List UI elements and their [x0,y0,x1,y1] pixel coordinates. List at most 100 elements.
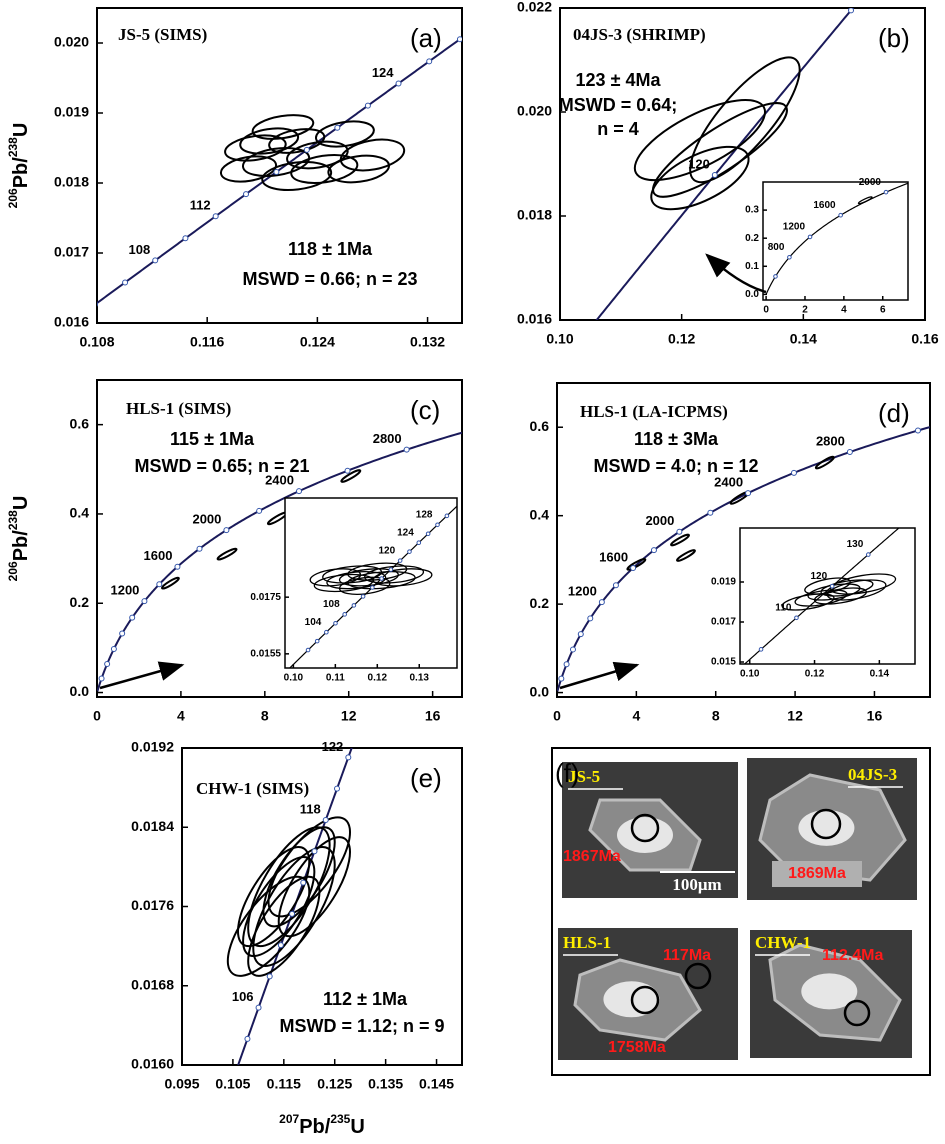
crystal-core [801,973,858,1010]
error-ellipse [261,160,333,191]
x-tick-label: 0 [93,708,101,724]
age-marker [351,603,357,608]
age-marker [289,910,296,917]
x-tick-label: 4 [177,708,185,724]
age-label: 1600 [144,548,173,563]
y-tick-label: 0.0155 [250,648,281,659]
age-label: 124 [397,527,414,538]
age-marker [403,446,410,453]
age-marker [630,564,637,571]
x-tick-label: 16 [425,708,441,724]
spot-age: 1758Ma [608,1039,666,1056]
age-label: 120 [378,545,395,556]
arrow [559,661,640,690]
axis-label-part: U [10,496,32,510]
axis-label: 206Pb/238U [6,123,32,209]
y-tick-label: 0.0175 [250,592,281,603]
x-tick-label: 8 [261,708,269,724]
age-marker [156,581,163,588]
error-ellipse [340,469,362,483]
age-marker [334,124,341,131]
age-marker [370,585,375,590]
x-tick-label: 0.12 [805,669,825,680]
y-tick-label: 0.017 [54,244,89,260]
x-tick-label: 0.10 [546,331,573,347]
spot-age: 117Ma [663,947,711,964]
spot [630,813,660,843]
x-tick-label: 0.125 [317,1076,352,1092]
x-tick-label: 0.145 [419,1076,454,1092]
error-ellipse [372,568,433,587]
age-label: 104 [305,617,322,628]
age-label: 106 [232,989,254,1004]
y-tick-label: 0.019 [54,104,89,120]
x-tick-label: 0.095 [164,1076,199,1092]
image-sample: JS-5 [568,767,600,786]
concordia-curve [743,528,900,664]
error-ellipse [804,577,851,595]
age-label: 2000 [859,177,882,188]
y-tick-label: 0.017 [711,617,736,628]
age-marker [914,427,921,434]
plot-area [765,182,908,295]
age-marker [364,102,371,109]
age-marker [273,168,280,175]
age-marker [122,279,129,286]
age-label: 108 [129,242,151,257]
error-ellipse [315,120,375,148]
x-tick-label: 0.14 [790,331,817,347]
error-ellipse [268,128,326,154]
axis-label-superscript: 206 [6,188,20,208]
error-ellipse [219,155,278,183]
image-sample: HLS-1 [563,933,611,952]
age-marker [773,274,778,279]
x-tick-label: 0.12 [368,673,388,684]
error-ellipse [226,875,311,977]
y-tick-label: 0.4 [70,505,90,521]
age-label: 1600 [599,549,628,564]
age-result: 123 ± 4Ma [576,70,662,90]
y-tick-label: 0.018 [517,207,552,223]
age-marker [745,490,752,497]
y-tick-label: 0.0160 [131,1056,174,1072]
error-ellipse [216,547,238,561]
age-result: 112 ± 1Ma [323,989,408,1009]
plot-area [226,748,353,1065]
age-marker [344,467,351,474]
age-marker [174,563,181,570]
axis-label: 207Pb/235U [279,1112,365,1138]
age-marker [152,257,159,264]
age-label: 124 [372,65,394,80]
y-tick-label: 0.1 [745,261,759,272]
age-marker [303,146,310,153]
age-marker [324,629,329,635]
age-marker [846,449,853,456]
plot-frame [181,747,463,1066]
age-label: 2400 [714,475,743,490]
plot-area [288,505,457,668]
age-marker [388,567,394,572]
plot-area [595,8,855,320]
spot [810,808,842,840]
x-tick-label: 0.16 [911,331,938,347]
age-marker [223,527,230,534]
age-marker [141,598,148,605]
x-tick-label: 0.14 [870,669,890,680]
age-marker [314,638,320,644]
age-label: 112 [190,198,211,213]
age-marker [794,615,799,621]
x-tick-label: 0.12 [668,331,695,347]
age-label: 2000 [192,512,221,527]
stats: MSWD = 0.65; n = 21 [134,456,309,476]
stats: MSWD = 0.66; n = 23 [242,269,417,289]
age-marker [416,540,422,546]
x-tick-label: 2 [802,305,808,316]
error-ellipse [322,565,383,584]
age-label: 130 [847,539,864,550]
age-label: 1200 [568,584,597,599]
age-marker [563,661,570,668]
y-tick-label: 0.018 [54,174,89,190]
panel-label: (d) [878,398,910,428]
age-marker [426,58,433,65]
crystal-core [798,809,855,846]
